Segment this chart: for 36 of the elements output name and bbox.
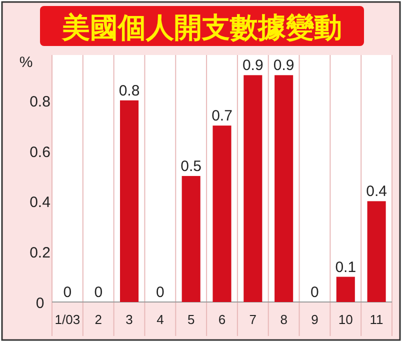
data-label: 0.8 — [118, 82, 140, 100]
y-tick-label: 0.6 — [30, 144, 50, 161]
data-label: 0.9 — [273, 57, 294, 74]
x-tick-label: 7 — [249, 312, 257, 327]
data-label: 0.9 — [242, 57, 264, 74]
x-tick-label: 10 — [338, 312, 353, 327]
x-tick-label: 9 — [311, 312, 318, 327]
y-axis-title: % — [19, 54, 33, 71]
data-label: 0.1 — [335, 258, 356, 276]
data-label: 0 — [63, 284, 72, 301]
data-label: 0 — [156, 284, 164, 301]
bar — [182, 176, 200, 302]
y-tick-label: 0.2 — [30, 244, 50, 262]
x-tick-label: 6 — [218, 312, 226, 327]
data-label: 0 — [94, 284, 103, 301]
x-tick-label: 8 — [280, 312, 288, 327]
y-tick-label: 0 — [36, 295, 44, 312]
bar — [336, 276, 355, 302]
x-tick-label: 2 — [94, 312, 102, 327]
x-tick-label: 4 — [156, 312, 164, 327]
bar — [367, 201, 386, 302]
x-tick-label: 1/03 — [54, 312, 80, 327]
x-tick-label: 5 — [187, 312, 195, 327]
data-label: 0.7 — [212, 108, 232, 125]
bar — [212, 126, 232, 302]
data-label: 0.4 — [366, 183, 387, 200]
x-tick-label: 11 — [370, 312, 384, 327]
chart-title: 美國個人開支數據變動 — [61, 12, 342, 43]
bar — [244, 75, 262, 302]
data-label: 0 — [310, 284, 319, 301]
y-tick-label: 0.4 — [30, 194, 50, 212]
data-label: 0.5 — [180, 158, 202, 175]
bar — [120, 100, 139, 302]
x-tick-label: 3 — [126, 312, 133, 327]
y-tick-label: 0.8 — [30, 93, 50, 110]
bar — [274, 75, 294, 302]
